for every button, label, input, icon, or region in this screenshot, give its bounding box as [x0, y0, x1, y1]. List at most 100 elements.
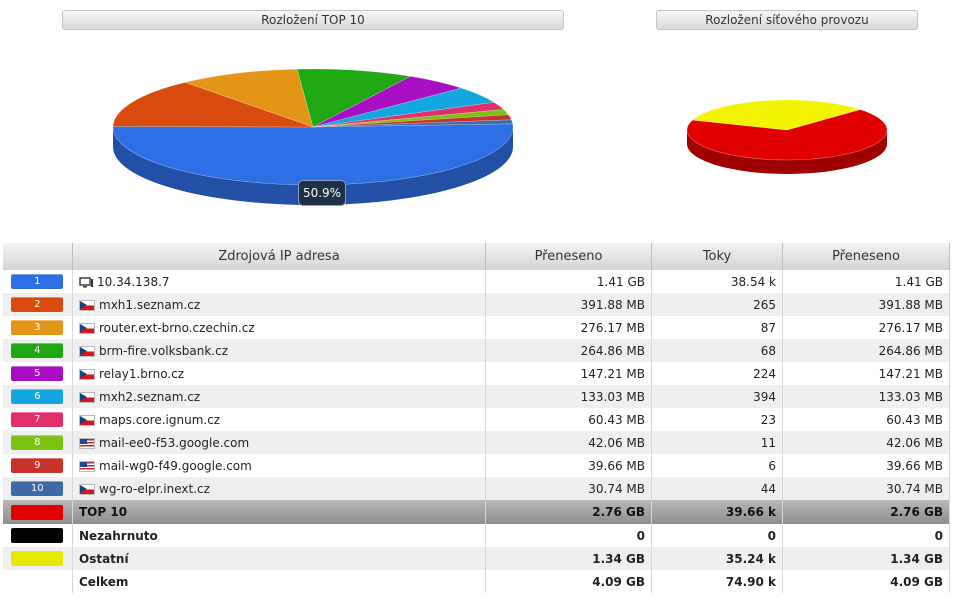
rank-badge: 5 — [11, 366, 64, 381]
pie-slice-mail-ee0-f53-google-com[interactable] — [312, 109, 510, 128]
rank-cell: 8 — [2, 431, 73, 454]
legend-swatch — [11, 504, 64, 520]
table-row[interactable]: 9 mail-wg0-f49.google.com 39.66 MB 6 39.66 M… — [2, 454, 950, 477]
flag-cz-icon — [79, 391, 95, 403]
rank-cell: 10 — [2, 477, 73, 500]
transferred-2-cell: 391.88 MB — [782, 293, 950, 316]
host-cell[interactable]: mail-ee0-f53.google.com — [72, 431, 486, 454]
summary-flows: 39.66 k — [651, 500, 783, 524]
pie-slice-relay1-brno-cz[interactable] — [312, 76, 463, 128]
transferred-cell: 391.88 MB — [485, 293, 652, 316]
summary-swatch-cell — [2, 500, 73, 524]
rank-cell: 7 — [2, 408, 73, 431]
flag-us-icon — [79, 437, 95, 449]
host-name[interactable]: 10.34.138.7 — [97, 274, 170, 289]
top10-pie-chart[interactable] — [100, 55, 530, 215]
transferred-cell: 147.21 MB — [485, 362, 652, 385]
pie-slice-mxh2-seznam-cz[interactable] — [312, 87, 495, 128]
host-name[interactable]: router.ext-brno.czechin.cz — [99, 320, 255, 335]
transferred-2-cell: 264.86 MB — [782, 339, 950, 362]
rank-badge: 1 — [11, 274, 64, 289]
flows-cell: 38.54 k — [651, 270, 783, 293]
host-name[interactable]: brm-fire.volksbank.cz — [99, 343, 228, 358]
host-cell[interactable]: maps.core.ignum.cz — [72, 408, 486, 431]
summary-row: Nezahrnuto 0 0 0 — [2, 524, 950, 547]
flows-cell: 23 — [651, 408, 783, 431]
rank-badge: 2 — [11, 297, 64, 312]
transferred-2-cell: 1.41 GB — [782, 270, 950, 293]
pie-slice-side — [113, 127, 513, 205]
host-cell[interactable]: mxh2.seznam.cz — [72, 385, 486, 408]
rank-badge: 3 — [11, 320, 64, 335]
table-row[interactable]: 4 brm-fire.volksbank.cz 264.86 MB 68 264.86 … — [2, 339, 950, 362]
flag-cz-icon — [79, 483, 95, 495]
transferred-2-cell: 60.43 MB — [782, 408, 950, 431]
summary-transferred-2: 4.09 GB — [782, 570, 950, 593]
header-flows[interactable]: Toky — [651, 243, 783, 270]
summary-flows: 0 — [651, 524, 783, 547]
rank-badge: 6 — [11, 389, 64, 404]
summary-row: Ostatní 1.34 GB 35.24 k 1.34 GB — [2, 547, 950, 570]
host-cell[interactable]: wg-ro-elpr.inext.cz — [72, 477, 486, 500]
pie-slice-mxh1-seznam-cz[interactable] — [112, 82, 314, 128]
pie-slice-top-10[interactable] — [686, 109, 888, 161]
pie-slice-maps-core-ignum-cz[interactable] — [312, 101, 505, 128]
header-transferred-2[interactable]: Přeneseno — [782, 243, 950, 270]
table-row[interactable]: 2 mxh1.seznam.cz 391.88 MB 265 391.88 MB — [2, 293, 950, 316]
flag-cz-icon — [79, 368, 95, 380]
host-cell[interactable]: mxh1.seznam.cz — [72, 293, 486, 316]
table-header-row: Zdrojová IP adresa Přeneseno Toky Přenes… — [2, 243, 950, 270]
summary-transferred: 0 — [485, 524, 652, 547]
transferred-cell: 60.43 MB — [485, 408, 652, 431]
host-cell[interactable]: relay1.brno.cz — [72, 362, 486, 385]
top10-table: Zdrojová IP adresa Přeneseno Toky Přenes… — [2, 243, 950, 593]
rank-cell: 9 — [2, 454, 73, 477]
header-transferred[interactable]: Přeneseno — [485, 243, 652, 270]
summary-label: Nezahrnuto — [72, 524, 486, 547]
table-row[interactable]: 6 mxh2.seznam.cz 133.03 MB 394 133.03 MB — [2, 385, 950, 408]
flag-cz-icon — [79, 299, 95, 311]
host-name[interactable]: mxh1.seznam.cz — [99, 297, 201, 312]
header-source-ip[interactable]: Zdrojová IP adresa — [72, 243, 486, 270]
host-cell[interactable]: mail-wg0-f49.google.com — [72, 454, 486, 477]
host-cell[interactable]: brm-fire.volksbank.cz — [72, 339, 486, 362]
table-row[interactable]: 7 maps.core.ignum.cz 60.43 MB 23 60.43 MB — [2, 408, 950, 431]
host-name[interactable]: mxh2.seznam.cz — [99, 389, 201, 404]
transferred-2-cell: 42.06 MB — [782, 431, 950, 454]
host-name[interactable]: maps.core.ignum.cz — [99, 412, 221, 427]
host-cell[interactable]: router.ext-brno.czechin.cz — [72, 316, 486, 339]
summary-flows: 74.90 k — [651, 570, 783, 593]
flows-cell: 44 — [651, 477, 783, 500]
host-name[interactable]: mail-ee0-f53.google.com — [99, 435, 250, 450]
pie-slice-wg-ro-elpr-inext-cz[interactable] — [312, 119, 514, 128]
flag-cz-icon — [79, 322, 95, 334]
pie-slice-ostatn-[interactable] — [691, 99, 862, 131]
table-row[interactable]: 1 10.34.138.7 1.41 GB 38.54 k 1.41 GB — [2, 270, 950, 293]
transferred-cell: 276.17 MB — [485, 316, 652, 339]
pie-slice-router-ext-brno-czechin-cz[interactable] — [184, 68, 314, 128]
rank-cell: 2 — [2, 293, 73, 316]
pie-slice-brm-fire-volksbank-cz[interactable] — [296, 68, 412, 128]
transferred-cell: 42.06 MB — [485, 431, 652, 454]
pie-tooltip: 50.9% — [298, 180, 346, 206]
network-pie-chart[interactable] — [680, 90, 900, 190]
transferred-cell: 30.74 MB — [485, 477, 652, 500]
pie-slice-mail-wg0-f49-google-com[interactable] — [312, 114, 512, 128]
host-name[interactable]: mail-wg0-f49.google.com — [99, 458, 252, 473]
table-row[interactable]: 5 relay1.brno.cz 147.21 MB 224 147.21 MB — [2, 362, 950, 385]
header-key — [2, 243, 73, 270]
host-cell[interactable]: 10.34.138.7 — [72, 270, 486, 293]
table-row[interactable]: 8 mail-ee0-f53.google.com 42.06 MB 11 42.06 … — [2, 431, 950, 454]
summary-label: Ostatní — [72, 547, 486, 570]
table-row[interactable]: 10 wg-ro-elpr.inext.cz 30.74 MB 44 30.74 MB — [2, 477, 950, 500]
table-row[interactable]: 3 router.ext-brno.czechin.cz 276.17 MB 87 27… — [2, 316, 950, 339]
rank-badge: 8 — [11, 435, 64, 450]
transferred-2-cell: 133.03 MB — [782, 385, 950, 408]
rank-badge: 4 — [11, 343, 64, 358]
flows-cell: 68 — [651, 339, 783, 362]
rank-badge: 7 — [11, 412, 64, 427]
transferred-2-cell: 147.21 MB — [782, 362, 950, 385]
host-name[interactable]: relay1.brno.cz — [99, 366, 185, 381]
host-name[interactable]: wg-ro-elpr.inext.cz — [99, 481, 210, 496]
rank-cell: 4 — [2, 339, 73, 362]
